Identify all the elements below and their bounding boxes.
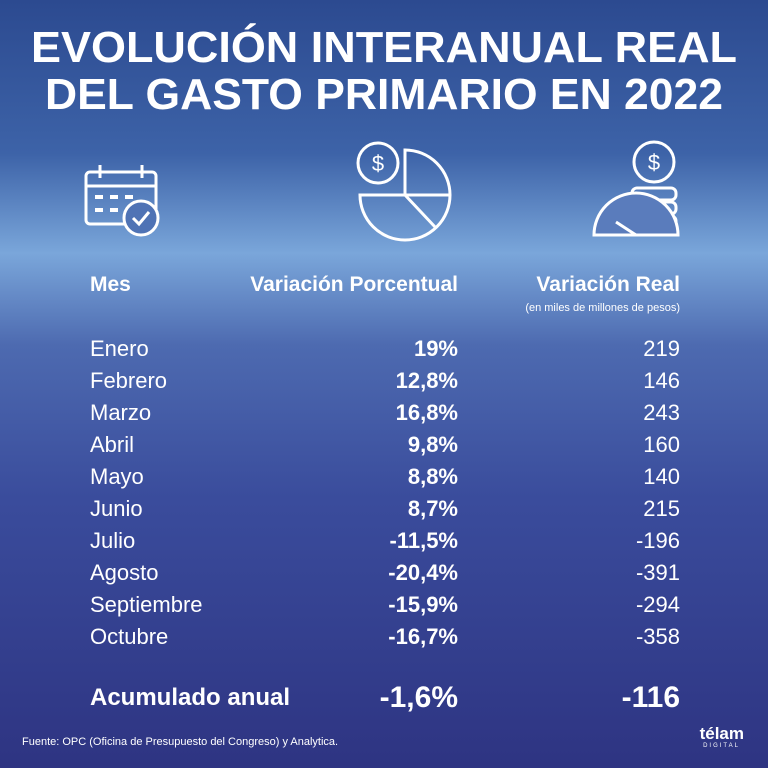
total-percent: -1,6% <box>379 681 458 714</box>
percent-change: -11,5% <box>389 528 459 553</box>
real-change: 215 <box>643 496 680 521</box>
percent-change: 8,7% <box>407 496 458 521</box>
month: Junio <box>90 496 143 521</box>
month: Febrero <box>90 368 168 393</box>
real-change: 160 <box>643 432 680 457</box>
real-change: -196 <box>635 528 680 553</box>
title-line: EVOLUCIÓN INTERANUAL REAL <box>31 22 737 72</box>
percent-change: 8,8% <box>407 464 458 489</box>
real-change: 219 <box>643 336 680 361</box>
month: Julio <box>90 528 136 553</box>
logo: télam <box>699 724 744 743</box>
real-change: -391 <box>635 560 680 585</box>
month: Mayo <box>90 464 144 489</box>
month: Enero <box>90 336 149 361</box>
header-note: (en miles de millones de pesos) <box>525 302 680 314</box>
gauge-coins-icon: $ <box>592 140 680 237</box>
total-label: Acumulado anual <box>90 684 291 711</box>
percent-change: 16,8% <box>395 400 458 425</box>
percent-change: -15,9% <box>388 592 458 617</box>
title-line: DEL GASTO PRIMARIO EN 2022 <box>45 70 723 119</box>
real-change: 146 <box>643 368 680 393</box>
pie-icon: $ <box>356 141 452 242</box>
percent-change: 9,8% <box>407 432 458 457</box>
month: Abril <box>90 432 135 457</box>
real-change: -294 <box>635 592 680 617</box>
real-change: 140 <box>643 464 680 489</box>
month: Agosto <box>90 560 159 585</box>
column-header: Variación Real <box>536 273 680 296</box>
svg-text:$: $ <box>648 150 660 175</box>
real-change: -358 <box>635 624 680 649</box>
percent-change: 19% <box>413 336 458 361</box>
column-header: Variación Porcentual <box>250 273 458 296</box>
percent-change: -20,4% <box>388 560 458 585</box>
calendar-icon <box>84 165 160 237</box>
real-change: 243 <box>643 400 680 425</box>
source: Fuente: OPC (Oficina de Presupuesto del … <box>22 736 339 748</box>
month: Octubre <box>90 624 169 649</box>
percent-change: -16,7% <box>388 624 458 649</box>
month: Septiembre <box>90 592 203 617</box>
column-header: Mes <box>90 273 131 296</box>
month: Marzo <box>90 400 152 425</box>
percent-change: 12,8% <box>395 368 458 393</box>
svg-text:$: $ <box>372 151 384 176</box>
logo-sub: DIGITAL <box>703 743 740 749</box>
total-real: -116 <box>621 681 680 714</box>
